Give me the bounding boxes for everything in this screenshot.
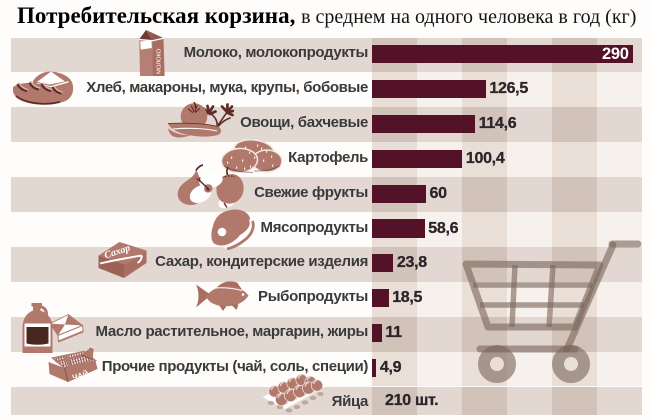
svg-text:МОЛОКО: МОЛОКО [157, 48, 163, 74]
svg-text:ЧАЙ: ЧАЙ [71, 369, 89, 382]
